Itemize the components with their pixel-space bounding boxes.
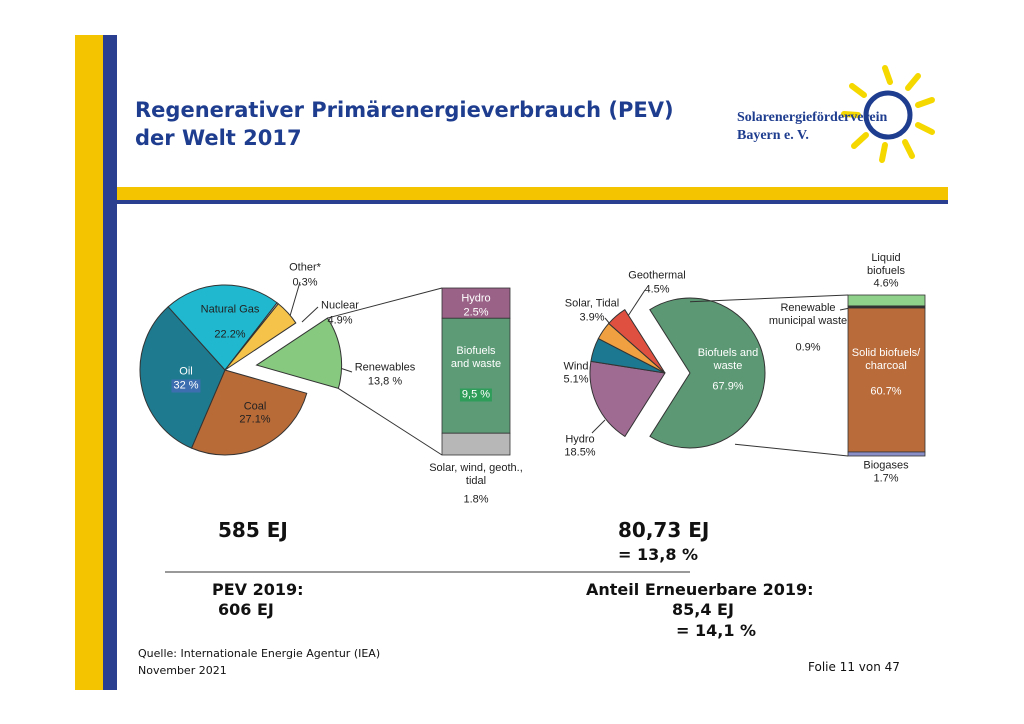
bar-segment [441,317,511,434]
category-label: Other* [289,261,321,274]
category-label: Solid biofuels/ charcoal [851,347,921,372]
category-label: Natural Gas [200,303,260,316]
category-label: Geothermal [628,269,686,282]
value-label: 27.1% [239,413,271,426]
logo-sun [841,65,935,163]
renew-share: = 14,1 % [676,621,757,640]
value-label: 67.9% [712,380,744,393]
date: November 2021 [138,664,227,677]
total: 80,73 EJ [618,518,710,542]
pie-slice [224,303,297,371]
pie-slice [139,306,226,449]
pie-slice [608,308,666,374]
connector [327,287,443,319]
category-label: Wind [563,360,589,373]
value-label: 1.7% [873,472,899,485]
renew-value: 85,4 EJ [672,600,734,619]
category-label: Biogases [863,459,909,472]
bar-segment [847,307,926,453]
total: 585 EJ [218,518,288,542]
value-label: 4.5% [644,283,670,296]
logo-text: Bayern e. V. [737,128,809,143]
value-label: 32 % [171,379,201,393]
category-label: Coal [243,400,267,413]
pie-slice [190,369,308,456]
slide-number: Folie 11 von 47 [808,660,900,674]
category-label: Hydro [565,433,595,446]
source: Quelle: Internationale Energie Agentur (… [138,647,381,660]
value-label: 22.2% [214,328,246,341]
connector [338,387,443,456]
pie-slice [255,317,343,390]
value-label: 1.8% [463,493,489,506]
value-label: 4.6% [873,277,899,290]
category-label: Liquid biofuels [867,252,905,277]
value-label: 18.5% [564,446,596,459]
category-label: Oil [179,365,193,378]
pie-slice [589,360,666,438]
header-bar [117,200,948,204]
logo-ring [863,90,913,140]
value-label: 13,8 % [367,375,403,388]
title: Regenerativer Primärenergieverbrauch (PE… [135,98,674,122]
value-label: 9,5 % [459,388,493,402]
value-label: 2.5% [463,306,489,319]
pie-slice [649,297,766,449]
category-label: Biofuels and waste [697,347,759,372]
pev-value: 606 EJ [218,600,274,619]
connector [734,443,849,457]
side-bar [75,35,103,690]
category-label: Renewable municipal waste [768,302,848,327]
pie-slice [167,284,278,371]
category-label: Solar, Tidal [564,297,620,310]
value-label: 4.9% [327,314,353,327]
value-label: 0.3% [292,276,318,289]
bar-segment [441,432,511,456]
category-label: Biofuels and waste [450,345,502,370]
value-label: 60.7% [870,385,902,398]
category-label: Solar, wind, geoth., tidal [429,462,523,487]
share: = 13,8 % [618,545,699,564]
header-bar [117,187,948,200]
side-bar [103,35,117,690]
value-label: 3.9% [579,311,605,324]
value-label: 5.1% [563,373,589,386]
bar-segment [847,451,926,457]
value-label: 0.9% [795,341,821,354]
bar-segment [847,294,926,307]
pev-label: PEV 2019: [212,580,304,599]
logo-text: Solarenergieförderverein [737,110,888,125]
category-label: Hydro [461,292,491,305]
category-label: Renewables [354,361,416,374]
title: der Welt 2017 [135,126,302,150]
renew-label: Anteil Erneuerbare 2019: [586,580,814,599]
category-label: Nuclear [321,299,359,312]
connector [689,294,849,303]
